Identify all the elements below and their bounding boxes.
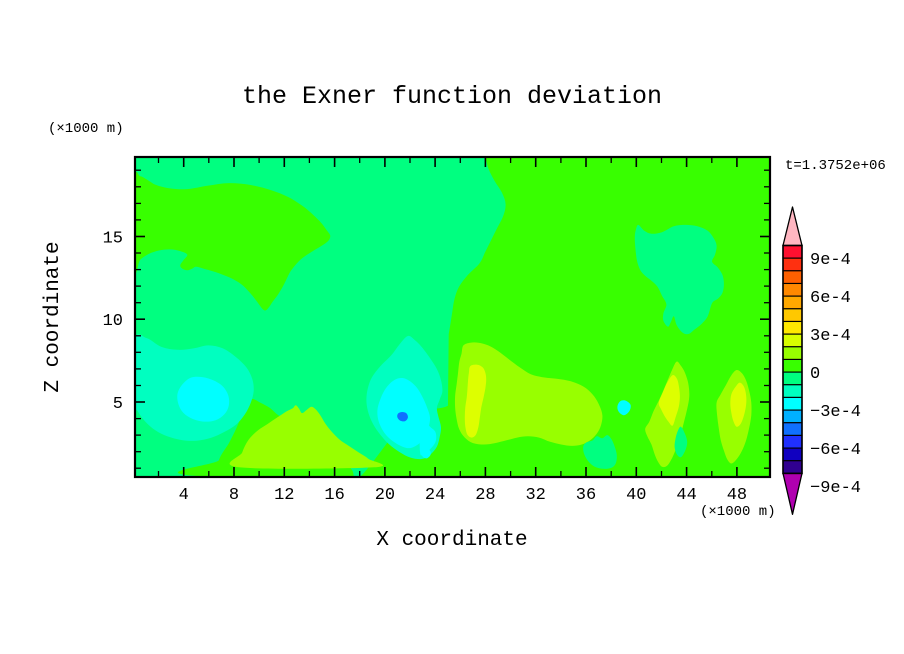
svg-text:the Exner function deviation: the Exner function deviation	[242, 82, 662, 111]
svg-text:10: 10	[103, 312, 123, 331]
svg-text:12: 12	[274, 486, 294, 505]
svg-text:0: 0	[810, 365, 820, 384]
svg-text:6e-4: 6e-4	[810, 289, 851, 308]
svg-text:(×1000 m): (×1000 m)	[48, 121, 124, 137]
svg-text:−3e-4: −3e-4	[810, 403, 861, 422]
svg-text:28: 28	[475, 486, 495, 505]
svg-text:−9e-4: −9e-4	[810, 479, 861, 498]
svg-text:4: 4	[179, 486, 189, 505]
svg-text:16: 16	[324, 486, 344, 505]
svg-text:48: 48	[727, 486, 747, 505]
svg-text:5: 5	[113, 395, 123, 414]
svg-text:9e-4: 9e-4	[810, 251, 851, 270]
svg-text:X coordinate: X coordinate	[376, 529, 527, 552]
svg-text:32: 32	[525, 486, 545, 505]
svg-text:40: 40	[626, 486, 646, 505]
svg-text:8: 8	[229, 486, 239, 505]
svg-text:Z coordinate: Z coordinate	[42, 241, 65, 392]
svg-text:44: 44	[676, 486, 696, 505]
svg-text:24: 24	[425, 486, 445, 505]
svg-text:−6e-4: −6e-4	[810, 441, 861, 460]
svg-text:15: 15	[103, 230, 123, 249]
svg-text:36: 36	[576, 486, 596, 505]
svg-text:t=1.3752e+06: t=1.3752e+06	[785, 158, 886, 174]
svg-text:(×1000 m): (×1000 m)	[700, 504, 776, 520]
svg-text:3e-4: 3e-4	[810, 327, 851, 346]
svg-text:20: 20	[375, 486, 395, 505]
